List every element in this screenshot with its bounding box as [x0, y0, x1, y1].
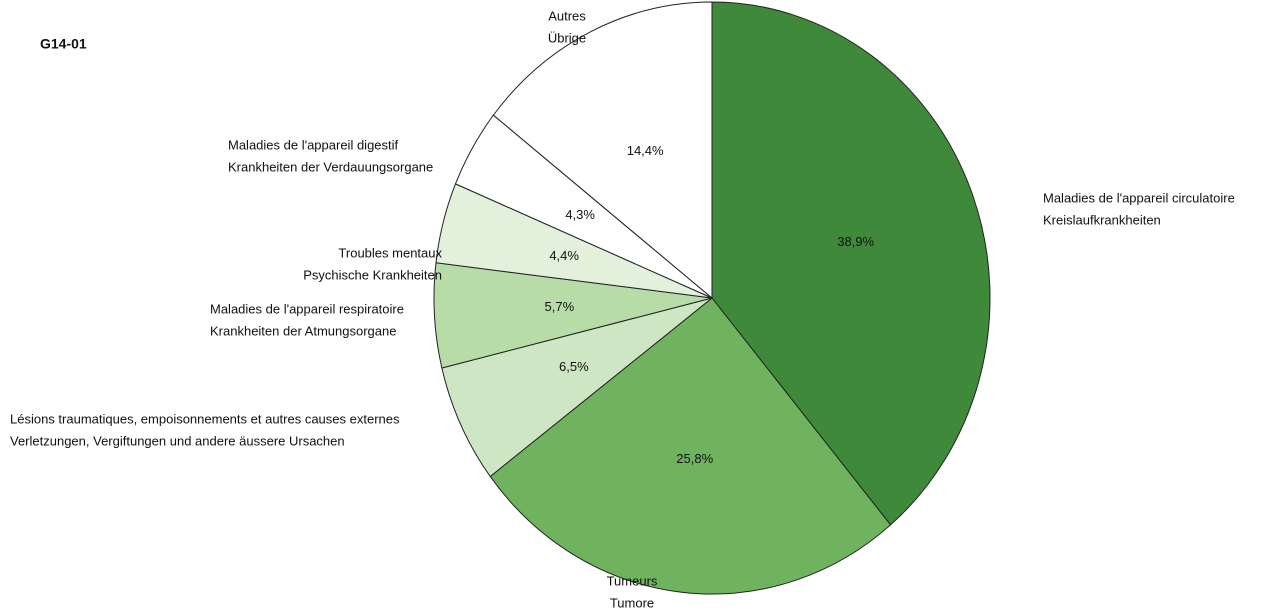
value-label: 5,7%: [545, 299, 575, 314]
category-label: Übrige: [548, 30, 586, 45]
value-label: 38,9%: [837, 234, 874, 249]
category-label: Lésions traumatiques, empoisonnements et…: [10, 411, 400, 426]
category-label: Tumore: [610, 595, 654, 610]
value-label: 4,4%: [549, 248, 579, 263]
category-label: Krankheiten der Verdauungsorgane: [228, 159, 433, 174]
category-label: Maladies de l'appareil circulatoire: [1043, 190, 1235, 205]
pie-slice: [441, 297, 713, 478]
pie-slice: [489, 297, 892, 595]
value-label: 25,8%: [676, 451, 713, 466]
category-label: Kreislaufkrankheiten: [1043, 212, 1161, 227]
category-label: Maladies de l'appareil respiratoire: [210, 301, 404, 316]
value-label: 6,5%: [559, 359, 589, 374]
value-label: 4,3%: [565, 207, 595, 222]
category-label: Troubles mentaux: [338, 245, 442, 260]
category-label: Autres: [548, 8, 586, 23]
category-label: Psychische Krankheiten: [303, 267, 442, 282]
pie-slice: [711, 1, 991, 526]
category-label: Krankheiten der Atmungsorgane: [210, 323, 396, 338]
category-label: Tumeurs: [607, 573, 658, 588]
category-label: Verletzungen, Vergiftungen und andere äu…: [10, 433, 345, 448]
category-label: Maladies de l'appareil digestif: [228, 137, 399, 152]
value-label: 14,4%: [627, 143, 664, 158]
chart-title: G14-01: [40, 36, 87, 52]
pie-slice: [492, 1, 713, 300]
